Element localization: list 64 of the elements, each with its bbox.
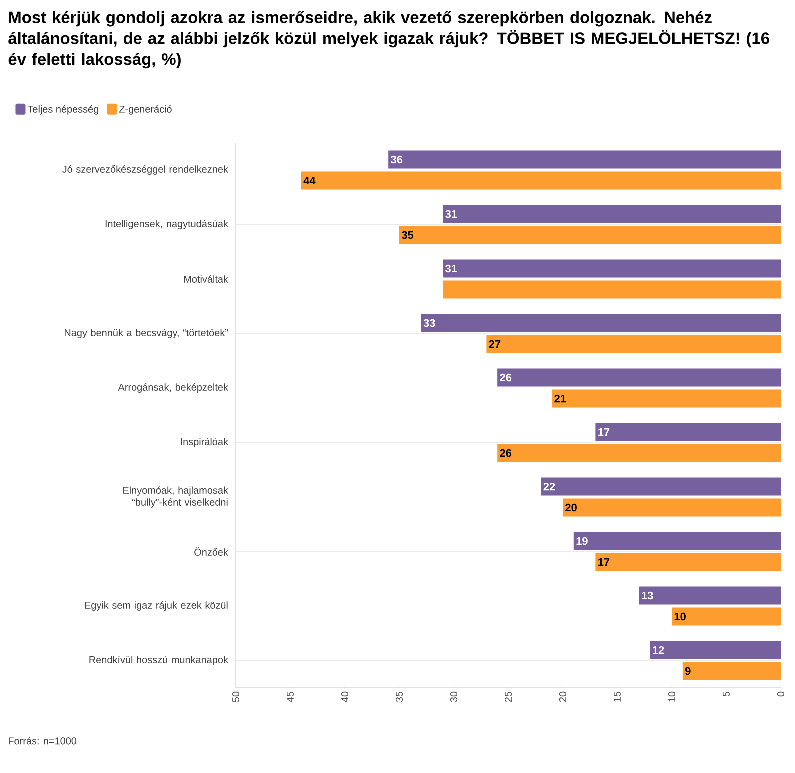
y-tick-label: Nagy bennük a becsvágy, “törtetőek” xyxy=(65,329,228,338)
legend-label: Teljes népesség xyxy=(28,105,99,115)
data-label: 44 xyxy=(304,176,316,185)
bar xyxy=(388,150,781,169)
data-label: 33 xyxy=(424,319,436,328)
x-tick-label: 20 xyxy=(559,692,567,702)
data-label: 20 xyxy=(566,504,577,512)
bar xyxy=(672,608,781,626)
x-tick-label: 5 xyxy=(723,692,730,697)
x-tick-label: 40 xyxy=(341,692,349,702)
text: Forrás: n=1000 xyxy=(9,737,77,745)
data-label: 26 xyxy=(500,449,512,458)
data-label: 36 xyxy=(391,156,403,164)
y-tick-label: Arrogánsak, beképzeltek xyxy=(118,384,228,393)
x-tick-label: 35 xyxy=(396,692,404,702)
bar xyxy=(421,314,781,332)
y-tick-label: Elnyomóak, hajlamosak “bully”-ként viselkedni xyxy=(124,486,228,508)
y-tick-label: Jó szervezőkészséggel rendelkeznek xyxy=(62,166,228,175)
bar xyxy=(682,662,781,680)
bar xyxy=(650,641,781,660)
bar xyxy=(541,478,781,496)
bar xyxy=(562,498,781,517)
data-label: 35 xyxy=(402,231,414,240)
data-label: 12 xyxy=(653,646,664,654)
y-tick-label: Egyik sem igaz rájuk ezek közül xyxy=(85,602,228,611)
bar xyxy=(443,260,781,278)
bar xyxy=(552,390,781,408)
bar xyxy=(399,226,781,244)
data-label: 22 xyxy=(544,482,556,491)
bar xyxy=(498,368,781,387)
data-label: 31 xyxy=(446,210,458,218)
x-tick-label: 10 xyxy=(668,692,676,702)
data-label: 19 xyxy=(576,537,588,546)
chart-title: Most kérjük gondolj azokra az ismerőseidre, akik vezető szerepkörben dolgoznak. Nehéz általánosítani, de az alábbi jelzők közül melyek igazak rájuk? TÖBBET IS MEGJELÖLHETSZ! (16 év feletti lakosság, %) xyxy=(8,11,770,69)
bar xyxy=(639,586,781,605)
bar xyxy=(486,335,781,354)
y-tick-label: Inspirálóak xyxy=(181,438,228,448)
x-tick-label: 50 xyxy=(232,692,240,702)
y-tick-label: Motiváltak xyxy=(184,276,228,283)
data-label: 26 xyxy=(500,374,512,382)
y-tick-label: Rendkívül hosszú munkanapok xyxy=(90,656,228,666)
x-tick-label: 25 xyxy=(504,692,512,702)
data-label: 27 xyxy=(489,340,501,348)
data-label: 17 xyxy=(598,558,610,566)
data-label: 13 xyxy=(642,592,654,600)
bar xyxy=(301,172,781,190)
x-tick-label: 30 xyxy=(450,692,458,702)
legend-label: Z-generáció xyxy=(119,105,172,115)
x-tick-label: 0 xyxy=(777,692,785,697)
data-label: 21 xyxy=(554,394,566,403)
bar xyxy=(443,205,781,224)
bar xyxy=(596,553,781,572)
data-label: 10 xyxy=(674,612,686,621)
bar xyxy=(443,280,781,299)
y-tick-label: Önzőek xyxy=(194,548,228,556)
y-tick-label: Intelligensek, nagytudásúak xyxy=(106,220,228,230)
bar xyxy=(596,423,781,442)
bar xyxy=(498,444,781,462)
bar xyxy=(574,532,781,550)
data-label: 9 xyxy=(685,667,691,676)
x-tick-label: 15 xyxy=(614,692,621,702)
x-tick-label: 45 xyxy=(287,692,294,702)
data-label: 17 xyxy=(598,428,610,436)
data-label: 31 xyxy=(446,264,458,273)
